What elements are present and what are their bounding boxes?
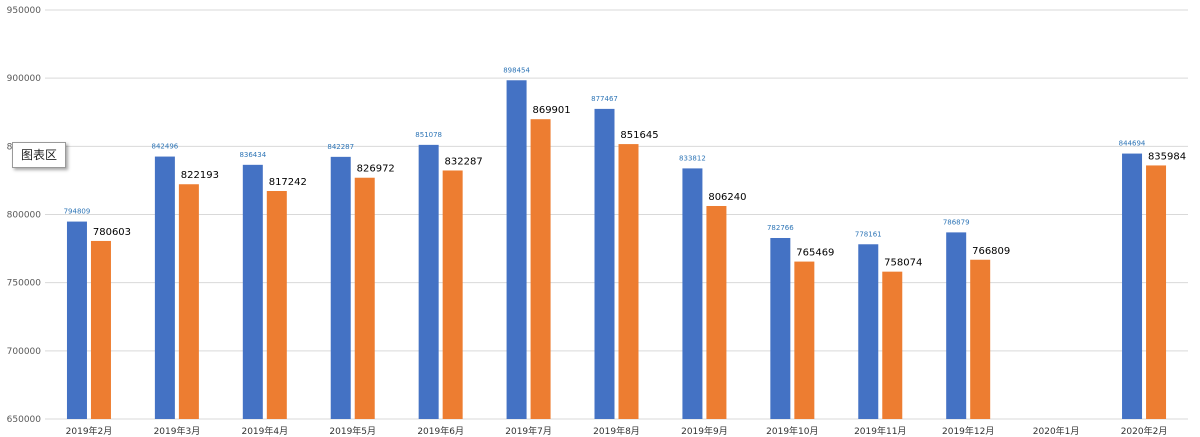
data-label-series1: 778161 [855, 230, 882, 238]
data-label-series2: 869901 [532, 105, 570, 116]
x-tick-label: 2019年5月 [329, 425, 376, 437]
y-axis-ticks: 6500007000007500008000008500009000009500… [7, 6, 42, 425]
data-label-series1: 794809 [64, 208, 91, 216]
data-label-series1: 842496 [152, 143, 179, 151]
data-label-series1: 836434 [239, 151, 266, 159]
bars [66, 80, 1167, 420]
data-label-series2: 817242 [269, 177, 307, 188]
data-label-series1: 786879 [943, 218, 970, 226]
bar-series1 [418, 144, 439, 420]
data-label-series2: 758074 [884, 258, 922, 269]
bar-series1 [330, 156, 351, 419]
y-tick-label: 900000 [7, 74, 42, 84]
bar-series1 [242, 164, 263, 419]
bar-series1 [682, 168, 703, 419]
bar-series1 [594, 108, 615, 419]
data-label-series1: 877467 [591, 95, 618, 103]
bar-series1 [858, 244, 879, 419]
bar-series2 [1146, 165, 1167, 419]
y-tick-label: 800000 [7, 211, 42, 221]
data-label-series1: 898454 [503, 66, 530, 74]
data-label-series2: 822193 [181, 170, 219, 181]
x-tick-label: 2019年10月 [766, 425, 818, 437]
data-label-series1: 851078 [415, 131, 442, 139]
data-label-series2: 765469 [796, 248, 834, 259]
x-tick-label: 2019年2月 [66, 425, 113, 437]
data-labels: 794809 780603 842496 822193 836434 817242 8422… [64, 66, 1187, 268]
bar-series2 [266, 190, 287, 419]
bar-series2 [354, 177, 375, 419]
bar-series2 [442, 170, 463, 419]
bar-series2 [178, 184, 199, 419]
x-tick-label: 2020年2月 [1121, 425, 1168, 437]
data-label-series1: 833812 [679, 154, 706, 162]
data-label-series2: 826972 [357, 164, 395, 175]
gridlines [45, 9, 1188, 420]
x-tick-label: 2019年12月 [942, 425, 994, 437]
data-label-series1: 782766 [767, 224, 794, 232]
data-label-series1: 842287 [327, 143, 354, 151]
x-tick-label: 2019年9月 [681, 425, 728, 437]
x-tick-label: 2019年7月 [505, 425, 552, 437]
data-label-series2: 851645 [620, 130, 658, 141]
data-label-series2: 780603 [93, 227, 131, 238]
data-label-series2: 832287 [445, 156, 483, 167]
bar-series2 [90, 240, 111, 419]
bar-series2 [618, 144, 639, 420]
y-tick-label: 750000 [7, 279, 42, 289]
bar-series2 [882, 271, 903, 419]
data-label-series2: 806240 [708, 192, 746, 203]
x-tick-label: 2019年4月 [241, 425, 288, 437]
chart-area-tooltip: 图表区 [12, 142, 67, 168]
bar-series2 [794, 261, 815, 419]
y-tick-label: 650000 [7, 415, 42, 425]
bar-series1 [946, 232, 967, 419]
bar-series1 [506, 80, 527, 419]
bar-series1 [66, 221, 87, 419]
x-tick-label: 2019年8月 [593, 425, 640, 437]
data-label-series2: 835984 [1148, 151, 1186, 162]
x-tick-label: 2019年6月 [417, 425, 464, 437]
y-tick-label: 950000 [7, 6, 42, 16]
bar-series2 [970, 259, 991, 419]
bar-series2 [530, 119, 551, 420]
bar-series2 [706, 205, 727, 419]
bar-series1 [154, 156, 175, 419]
x-tick-label: 2019年3月 [154, 425, 201, 437]
x-axis-ticks: 2019年2月 2019年3月 2019年4月 2019年5月 2019年6月 2019年… [66, 425, 1168, 437]
x-tick-label: 2019年11月 [854, 425, 906, 437]
y-tick-label: 700000 [7, 347, 42, 357]
data-label-series2: 766809 [972, 246, 1010, 257]
bar-series1 [1122, 153, 1143, 419]
data-label-series1: 844694 [1119, 140, 1146, 148]
bar-series1 [770, 237, 791, 419]
x-tick-label: 2020年1月 [1033, 425, 1080, 437]
